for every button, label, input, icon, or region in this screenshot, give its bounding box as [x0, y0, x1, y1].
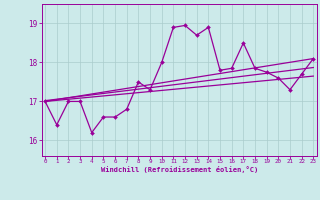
X-axis label: Windchill (Refroidissement éolien,°C): Windchill (Refroidissement éolien,°C)	[100, 166, 258, 173]
